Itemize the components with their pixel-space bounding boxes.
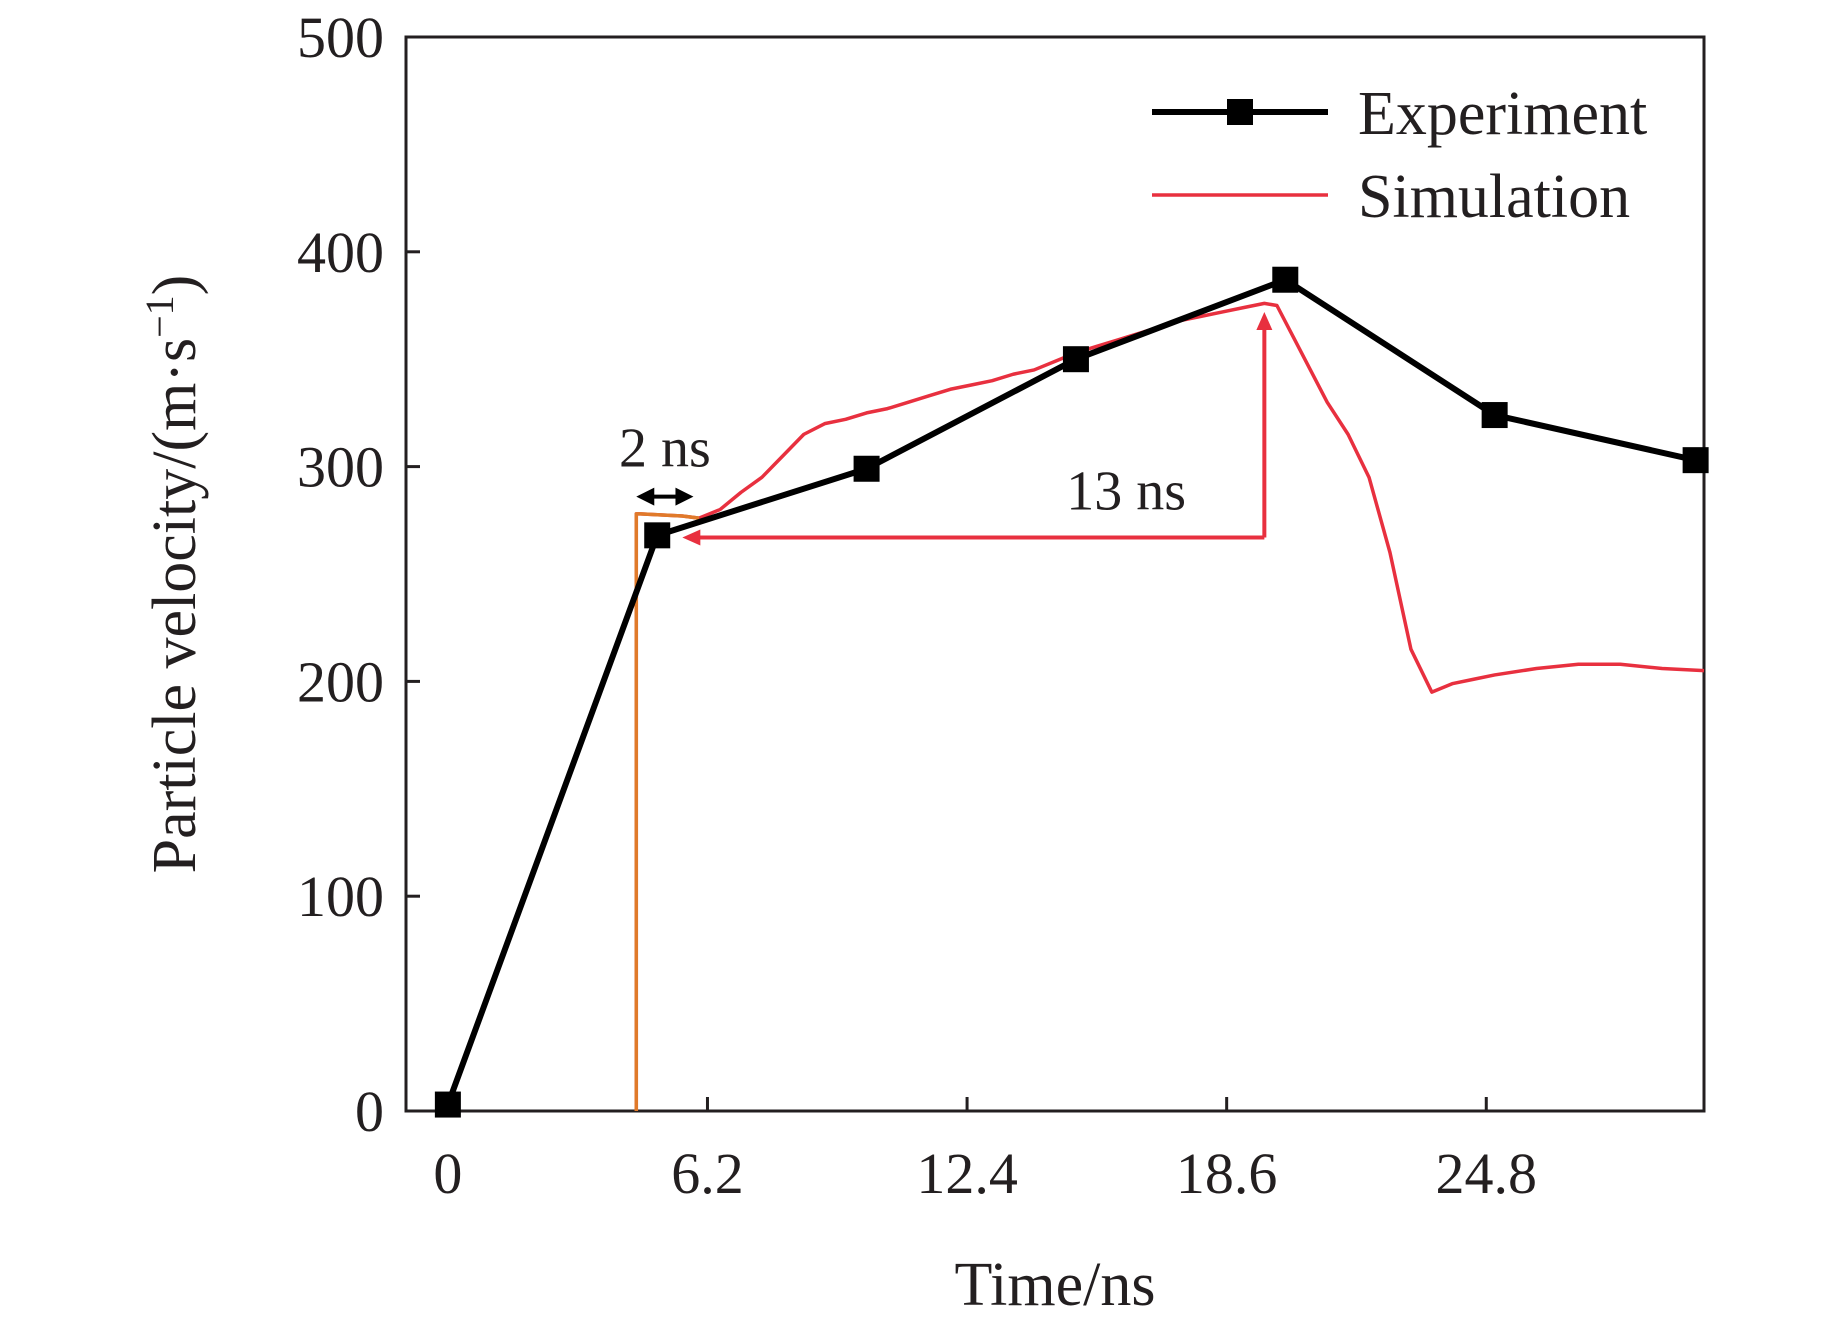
y-tick-label: 100 bbox=[297, 864, 384, 929]
simulation-line bbox=[634, 301, 1705, 1111]
x-tick-label: 24.8 bbox=[1436, 1141, 1538, 1206]
legend: Experiment Simulation bbox=[1152, 80, 1647, 231]
experiment-point bbox=[853, 455, 880, 482]
thirteen-ns-arrow-left-head bbox=[682, 529, 701, 546]
y-tick-label: 300 bbox=[297, 435, 384, 500]
two-ns-arrow-right-head bbox=[675, 487, 694, 506]
y-tick-label: 0 bbox=[355, 1079, 384, 1144]
y-tick-label: 200 bbox=[297, 649, 384, 714]
simulation-front-line bbox=[634, 512, 700, 1111]
experiment-point bbox=[1682, 447, 1709, 474]
legend-simulation-label: Simulation bbox=[1358, 163, 1630, 231]
y-axis-label: Particle velocity/(m·s−1) bbox=[137, 275, 209, 874]
x-tick-label: 0 bbox=[433, 1141, 462, 1206]
experiment-point bbox=[434, 1091, 461, 1118]
axes bbox=[404, 35, 1706, 1113]
experiment-point bbox=[1481, 402, 1508, 429]
legend-experiment-marker bbox=[1227, 99, 1253, 125]
x-axis-label: Time/ns bbox=[954, 1251, 1155, 1319]
x-tick-label: 18.6 bbox=[1176, 1141, 1278, 1206]
thirteen-ns-label: 13 ns bbox=[1066, 460, 1186, 522]
legend-experiment-label: Experiment bbox=[1358, 80, 1647, 148]
y-tick-label: 500 bbox=[297, 5, 384, 70]
y-axis-label-main: Particle velocity/(m·s bbox=[141, 338, 209, 873]
experiment-point bbox=[1272, 266, 1299, 293]
plot-frame bbox=[404, 35, 1706, 1113]
x-tick-label: 12.4 bbox=[916, 1141, 1018, 1206]
two-ns-label: 2 ns bbox=[619, 418, 711, 480]
y-axis-label-close: ) bbox=[141, 275, 209, 296]
x-tick-label: 6.2 bbox=[671, 1141, 744, 1206]
y-axis-label-exponent: −1 bbox=[137, 295, 182, 338]
experiment-point bbox=[644, 522, 671, 549]
experiment-point bbox=[1062, 346, 1089, 373]
two-ns-arrow-left-head bbox=[636, 487, 655, 506]
annotations: 2 ns 13 ns bbox=[619, 311, 1273, 546]
series bbox=[434, 266, 1709, 1118]
thirteen-ns-arrow-up-head bbox=[1256, 311, 1273, 330]
tick-labels: 0 6.2 12.4 18.6 24.8 0 100 200 300 400 500 bbox=[297, 5, 1537, 1206]
y-tick-label: 400 bbox=[297, 220, 384, 285]
